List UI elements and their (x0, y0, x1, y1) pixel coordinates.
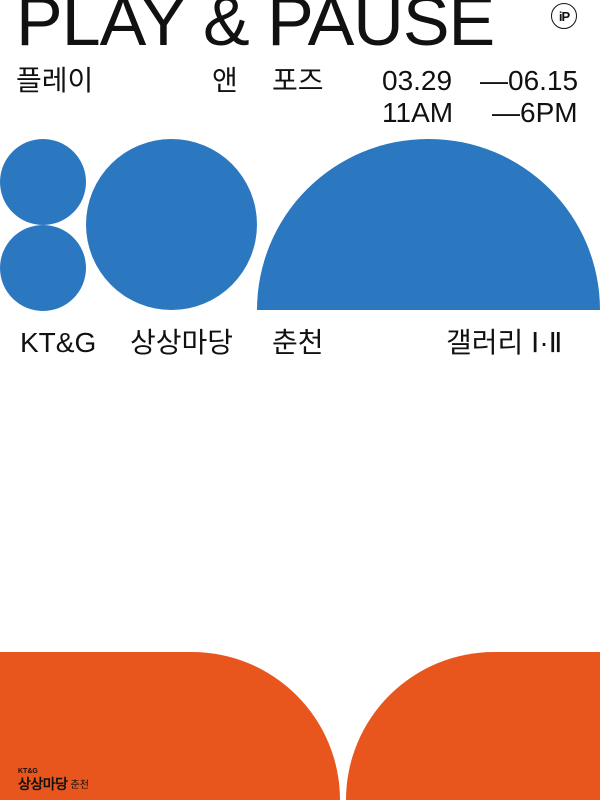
time-start: 11AM (382, 97, 454, 128)
blue-large-circle (86, 139, 257, 310)
poster-title: PLAY & PAUSE (16, 0, 495, 60)
venue-brand: KT&G (20, 327, 97, 358)
orange-right-shape (346, 652, 600, 800)
gallery-label: 갤러리 Ⅰ·Ⅱ (446, 327, 563, 358)
footer-city: 춘천 (70, 780, 89, 791)
subtitle-word-3: 포즈 (272, 65, 324, 96)
time-end: —6PM (492, 97, 578, 128)
blue-small-circle-top (0, 139, 86, 225)
venue-name: 상상마당 (130, 327, 234, 358)
footer-brand-small: KT&G (18, 768, 38, 775)
blue-half-circle (257, 139, 600, 310)
date-end: —06.15 (480, 65, 579, 96)
footer-brand-main: 상상마당 (18, 776, 68, 792)
venue-city: 춘천 (272, 327, 324, 358)
date-start: 03.29 (382, 65, 453, 96)
blue-small-circle-bottom (0, 225, 86, 311)
corner-logo-icon: iP (551, 3, 577, 29)
subtitle-word-1: 플레이 (16, 65, 94, 96)
subtitle-word-2: 앤 (212, 65, 238, 96)
footer-logo: KT&G 상상마당 춘천 (18, 768, 89, 792)
